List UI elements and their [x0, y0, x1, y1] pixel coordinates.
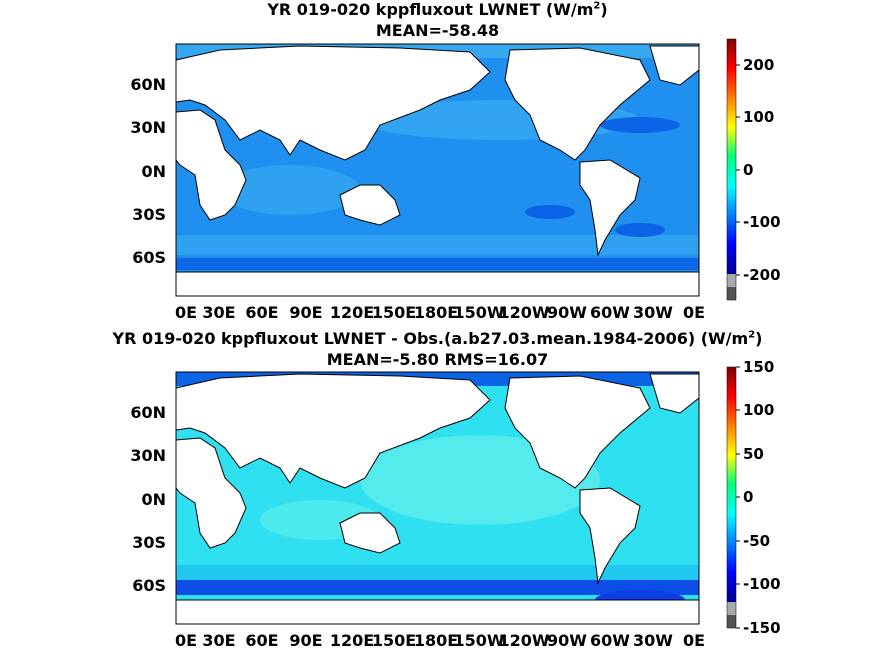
panel2-title-line1: YR 019-020 kppfluxout LWNET - Obs.(a.b27… — [112, 329, 763, 348]
panel2-lat-label: 0N — [141, 490, 166, 509]
panel1-lon-label: 30W — [633, 303, 673, 322]
panel1-colorbar-label: 200 — [743, 56, 775, 74]
panel2-colorbar-label: -150 — [743, 619, 781, 637]
panel2-antarctica — [175, 599, 700, 625]
panel1-lon-label: 150W — [453, 303, 505, 322]
panel2-lat-label: 60N — [130, 403, 166, 422]
panel2-lon-label: 150E — [371, 631, 417, 650]
panel2-lon-label: 180E — [413, 631, 459, 650]
panel2-lon-label: 60E — [245, 631, 279, 650]
panel1-lon-label: 180E — [413, 303, 459, 322]
panel2-colorbar-label: -50 — [743, 532, 771, 550]
panel1-title-line2: MEAN=-58.48 — [375, 21, 500, 40]
panel2-eurasia — [175, 373, 491, 489]
panel1-lat-label: 0N — [141, 162, 166, 181]
panel2-lat-label: 60S — [132, 576, 166, 595]
panel2-north-america — [504, 375, 651, 489]
panel2-lon-label: 60W — [590, 631, 630, 650]
panel1-lon-label: 30E — [202, 303, 236, 322]
panel2-greenland — [649, 373, 700, 414]
panel1-lat-label: 60N — [130, 75, 166, 94]
panel2-lon-label: 0E — [682, 631, 706, 650]
panel2-colorbar-label: 150 — [743, 358, 775, 376]
panel1-colorbar-label: -200 — [743, 266, 781, 284]
panel1-lat-label: 30S — [132, 205, 166, 224]
panel2-colorbar-label: 0 — [743, 488, 754, 506]
panel1-lon-label: 90W — [547, 303, 587, 322]
panel1-colorbar-label: 0 — [743, 161, 754, 179]
panel1-lon-label: 120W — [498, 303, 550, 322]
panel2-colorbar-label: 50 — [743, 445, 764, 463]
panel1-australia — [339, 184, 401, 226]
panel2-australia — [339, 512, 401, 554]
panel2-lat-label: 30N — [130, 446, 166, 465]
panel1-south-america — [579, 159, 641, 257]
panel2-lon-label: 150W — [453, 631, 505, 650]
panel1-lon-label: 0E — [682, 303, 706, 322]
panel2-colorbar — [727, 367, 736, 602]
panel2-lon-label: 30E — [202, 631, 236, 650]
panel2-lon-label: 0E — [174, 631, 198, 650]
panel1-lon-label: 60W — [590, 303, 630, 322]
panel2-colorbar-label: -100 — [743, 575, 781, 593]
panel1-lon-label: 60E — [245, 303, 279, 322]
panel1-lon-label: 120E — [329, 303, 375, 322]
panel1-colorbar-label: -100 — [743, 213, 781, 231]
panel2-colorbar-label: 100 — [743, 401, 775, 419]
panel2-africa — [175, 437, 247, 549]
panel1-lon-label: 0E — [174, 303, 198, 322]
panel1-north-america — [504, 47, 651, 161]
panel1-lat-label: 30N — [130, 118, 166, 137]
panel1-colorbar — [727, 39, 736, 274]
panel1-lon-label: 150E — [371, 303, 417, 322]
panel1-lon-label: 90E — [289, 303, 323, 322]
panel2-lon-label: 30W — [633, 631, 673, 650]
panel2-title-line2: MEAN=-5.80 RMS=16.07 — [326, 350, 549, 369]
panel1-title-line1: YR 019-020 kppfluxout LWNET (W/m2) — [267, 0, 608, 19]
panel1-africa — [175, 109, 247, 221]
panel2-lon-label: 90E — [289, 631, 323, 650]
panel2-lon-label: 90W — [547, 631, 587, 650]
panel2-lon-label: 120E — [329, 631, 375, 650]
panel2-south-america — [579, 487, 641, 585]
panel2-lon-label: 120W — [498, 631, 550, 650]
panel1-greenland — [649, 45, 700, 86]
panel1-colorbar-label: 100 — [743, 108, 775, 126]
panel1-lat-label: 60S — [132, 248, 166, 267]
panel2-lat-label: 30S — [132, 533, 166, 552]
panel1-eurasia — [175, 45, 491, 161]
